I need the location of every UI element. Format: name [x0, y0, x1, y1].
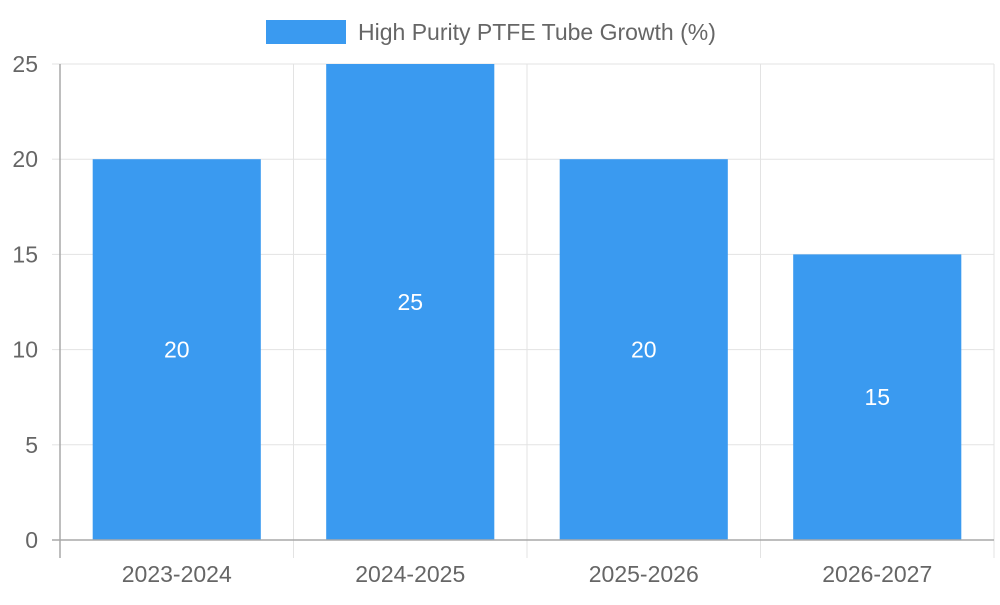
bar[interactable]: [92, 159, 261, 540]
bar[interactable]: [793, 254, 962, 540]
legend[interactable]: High Purity PTFE Tube Growth (%): [266, 19, 716, 45]
label-layer: 0 5 10 15 20 25 20 2023-2024 25 2024-2025 20 2025-2…: [12, 51, 932, 587]
x-tick-label: 2025-2026: [589, 561, 699, 587]
bar-layer: [92, 64, 962, 540]
x-tick-label: 2023-2024: [122, 561, 232, 587]
y-tick-label: 15: [12, 241, 38, 267]
legend-swatch[interactable]: [266, 20, 346, 44]
x-tick-label: 2024-2025: [355, 561, 465, 587]
data-label: 15: [864, 384, 890, 410]
bar[interactable]: [559, 159, 728, 540]
axis-layer: [52, 63, 994, 558]
y-tick-label: 0: [25, 527, 38, 553]
y-tick-label: 25: [12, 51, 38, 77]
data-label: 20: [164, 337, 190, 363]
y-tick-label: 20: [12, 146, 38, 172]
bar[interactable]: [326, 64, 495, 540]
x-tick-label: 2026-2027: [822, 561, 932, 587]
legend-label[interactable]: High Purity PTFE Tube Growth (%): [358, 19, 716, 45]
y-tick-label: 10: [12, 337, 38, 363]
data-label: 25: [397, 289, 423, 315]
y-tick-label: 5: [25, 432, 38, 458]
data-label: 20: [631, 337, 657, 363]
